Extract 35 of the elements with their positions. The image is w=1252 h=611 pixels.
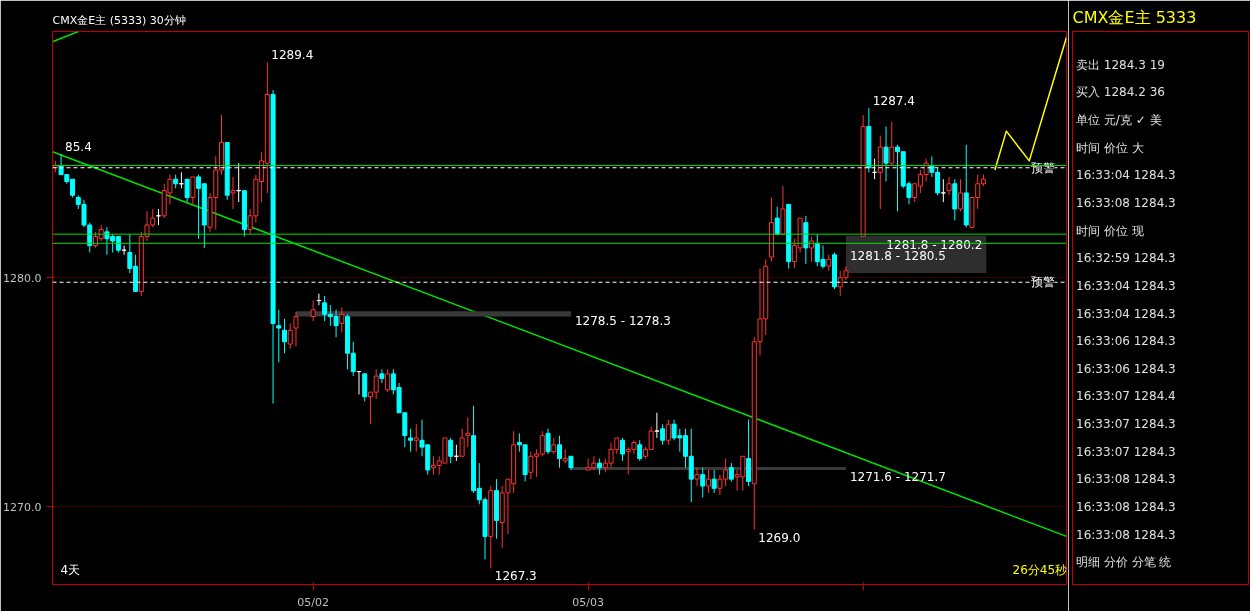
annotation: 1281.8 - 1280.5 <box>849 249 946 264</box>
text: 16:33:08 1284.3 <box>1076 195 1176 210</box>
text: 单位 元/克 ✓ 美 <box>1076 112 1162 127</box>
annotation: 1289.4 <box>271 48 314 63</box>
x-tick-label: 05/02 <box>297 595 330 609</box>
text: 16:33:06 1284.3 <box>1076 361 1176 376</box>
ref-line-label: 预警 <box>1030 275 1055 290</box>
x-tick-label: 05/03 <box>572 595 604 609</box>
annotation: 1269.0 <box>758 530 801 545</box>
annotation: 1267.3 <box>494 569 537 584</box>
text: 16:33:08 1284.3 <box>1076 527 1176 542</box>
text: 16:33:04 1284.3 <box>1076 278 1176 293</box>
annotation: 4天 <box>60 562 81 577</box>
text: 16:33:08 1284.3 <box>1076 500 1176 515</box>
chart-title: CMX金E主 (5333) 30分钟 <box>52 13 186 27</box>
y-tick-label: 1280.0 <box>3 271 42 285</box>
text: 16:33:06 1284.3 <box>1076 334 1176 349</box>
text: 时间 价位 现 <box>1076 223 1144 238</box>
text: 买入 1284.2 36 <box>1076 85 1165 100</box>
text: 16:32:59 1284.3 <box>1076 251 1176 266</box>
text: 16:33:07 1284.3 <box>1076 444 1176 459</box>
annotation: 85.4 <box>65 140 92 155</box>
text: 16:33:07 1284.3 <box>1076 417 1176 432</box>
text: 16:33:04 1284.3 <box>1076 168 1176 183</box>
text: 16:33:08 1284.3 <box>1076 472 1176 487</box>
text: 16:33:04 1284.3 <box>1076 306 1176 321</box>
series-label: 1271.6 - 1271.7 <box>849 469 946 484</box>
annotation: 1287.4 <box>872 94 915 109</box>
series-label: 1278.5 - 1278.3 <box>574 314 671 329</box>
text: 卖出 1284.3 19 <box>1076 57 1165 72</box>
text: CMX金E主 5333 <box>1072 7 1197 27</box>
y-tick-label: 1270.0 <box>3 500 42 514</box>
text: 时间 价位 大 <box>1076 140 1144 155</box>
text: 明细 分价 分笔 统 <box>1076 555 1172 570</box>
text: 16:33:07 1284.4 <box>1076 389 1176 404</box>
